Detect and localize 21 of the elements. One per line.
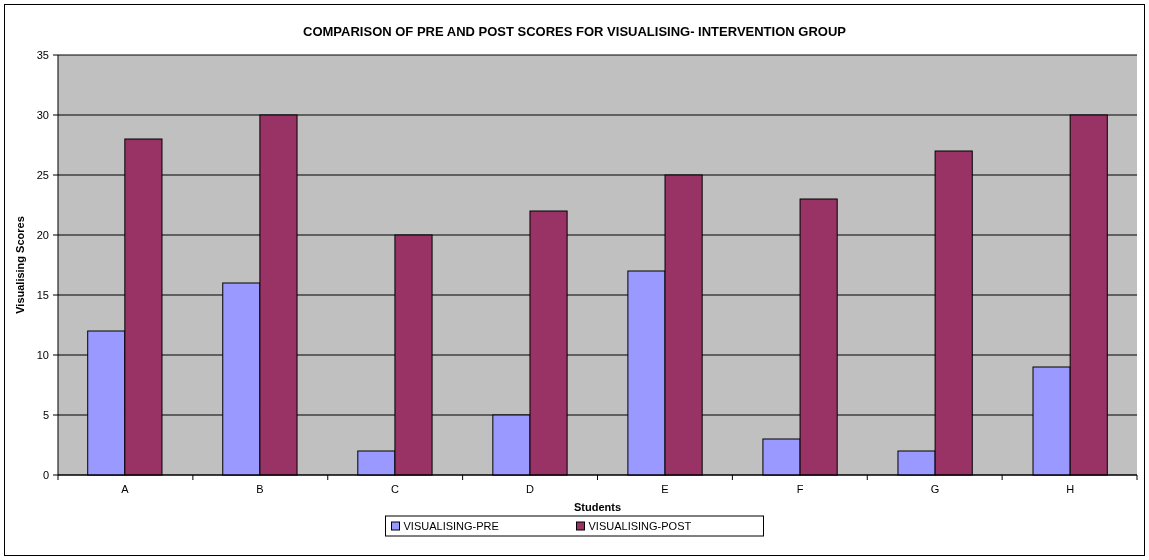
y-tick-label: 0 bbox=[42, 468, 49, 481]
x-tick-label: A bbox=[121, 483, 130, 495]
legend-label: VISUALISING-POST bbox=[588, 519, 692, 532]
x-tick-label: D bbox=[526, 483, 534, 495]
x-tick-label: F bbox=[796, 483, 804, 495]
y-tick-label: 10 bbox=[36, 348, 49, 361]
chart-title: COMPARISON OF PRE AND POST SCORES FOR VISUALISING- INTERVENTION GROUP bbox=[303, 24, 847, 39]
legend-label: VISUALISING-PRE bbox=[403, 519, 499, 532]
x-tick-label: C bbox=[390, 483, 399, 495]
x-tick-label: E bbox=[661, 483, 669, 495]
x-axis-title: Students bbox=[573, 501, 622, 513]
y-tick-label: 30 bbox=[36, 108, 49, 121]
y-tick-label: 15 bbox=[36, 288, 49, 301]
x-tick-label: H bbox=[1066, 483, 1075, 495]
y-tick-label: 5 bbox=[42, 408, 49, 421]
x-tick-label: B bbox=[256, 483, 264, 495]
y-tick-label: 25 bbox=[36, 168, 49, 181]
y-axis-title: Visualising Scores bbox=[14, 216, 26, 314]
y-tick-label: 35 bbox=[36, 48, 49, 61]
x-tick-label: G bbox=[930, 483, 940, 495]
y-tick-label: 20 bbox=[36, 228, 49, 241]
